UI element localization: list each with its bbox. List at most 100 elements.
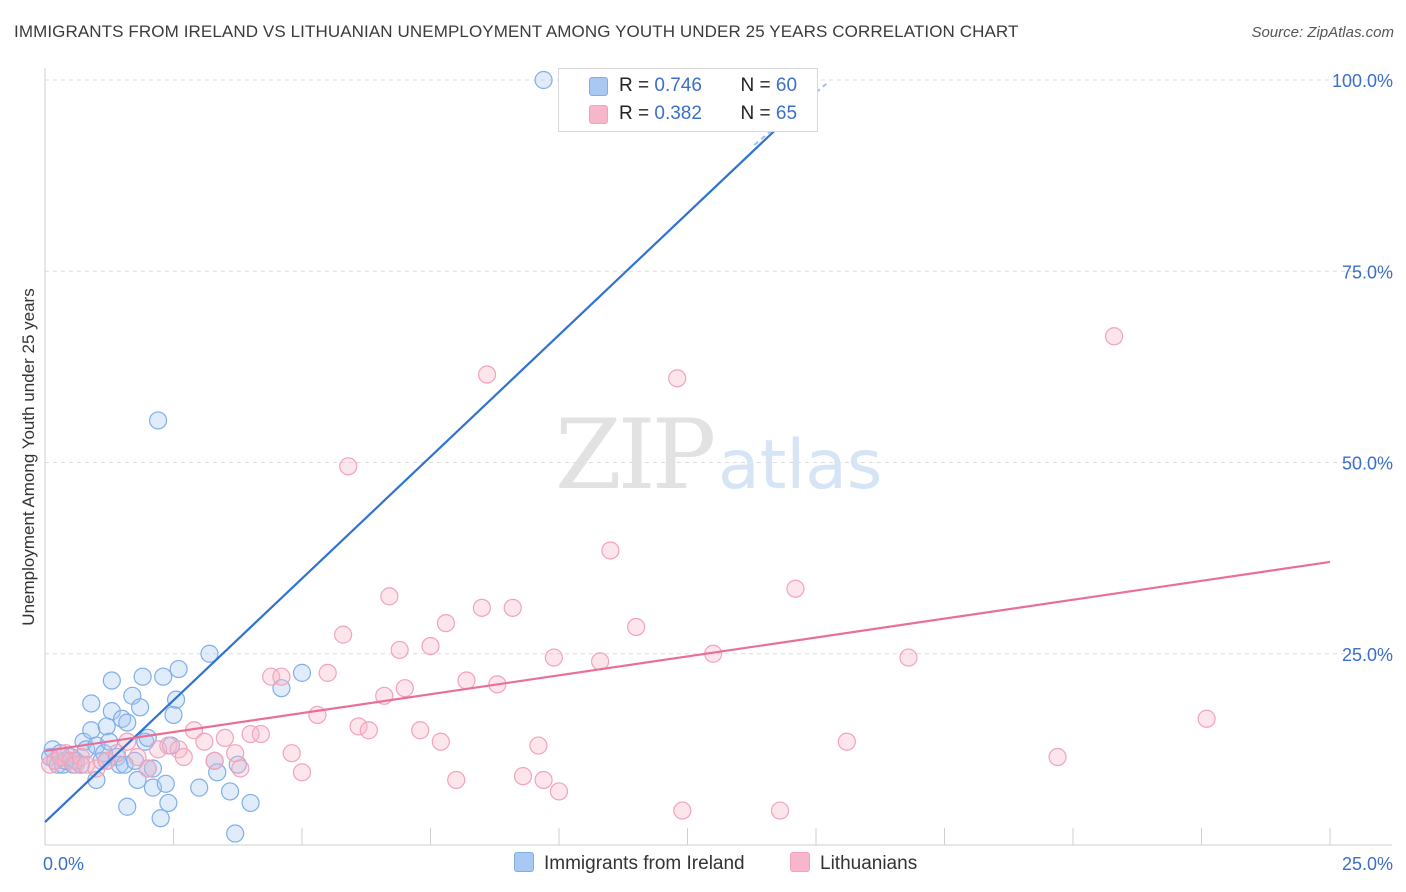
point-ireland <box>220 782 240 801</box>
point-ireland <box>118 797 137 816</box>
bottom-legend-label: Immigrants from Ireland <box>544 853 745 874</box>
point-lithuanians <box>251 724 270 744</box>
axes <box>44 68 1392 846</box>
point-lithuanians <box>226 744 245 763</box>
point-lithuanians <box>380 587 399 606</box>
point-lithuanians <box>97 751 116 770</box>
point-ireland <box>102 671 121 690</box>
axis-labels: 25.0% 50.0% 75.0% 100.0% 0.0% 25.0% Unemployme… <box>19 71 1393 874</box>
y-tick-label: 50.0% <box>1342 454 1393 474</box>
trend-line-lithuanians <box>44 560 1331 752</box>
point-lithuanians <box>899 648 918 667</box>
point-ireland <box>166 690 186 709</box>
point-ireland <box>164 705 183 725</box>
point-lithuanians <box>282 744 301 763</box>
legend-n-label: N = <box>740 75 771 96</box>
legend-r-value: 0.746 <box>654 75 702 96</box>
point-ireland <box>226 824 245 843</box>
bottom-legend-swatch-lithuanians <box>790 852 810 872</box>
point-lithuanians <box>421 636 440 656</box>
source-label: Source: ZipAtlas.com <box>1251 24 1394 41</box>
legend-r-label: R = <box>619 103 650 124</box>
point-ireland <box>143 759 163 778</box>
watermark-zip: ZIP <box>555 399 714 511</box>
point-lithuanians <box>472 598 491 617</box>
point-ireland <box>82 721 101 740</box>
point-lithuanians <box>195 732 214 751</box>
point-lithuanians <box>77 755 96 774</box>
point-ireland <box>156 774 175 793</box>
point-ireland <box>102 702 121 721</box>
point-ireland <box>159 793 178 813</box>
legend-r-label: R = <box>619 75 650 96</box>
point-ireland <box>118 713 137 732</box>
point-lithuanians <box>159 736 178 755</box>
point-lithuanians <box>138 759 157 778</box>
legend-n-value: 65 <box>775 103 798 124</box>
y-tick-label: 100.0% <box>1332 71 1393 91</box>
point-lithuanians <box>241 724 260 744</box>
point-lithuanians <box>1105 327 1124 346</box>
point-ireland <box>82 694 101 713</box>
point-lithuanians <box>837 732 856 751</box>
point-ireland <box>200 644 219 663</box>
point-lithuanians <box>431 732 450 751</box>
point-lithuanians <box>411 721 430 740</box>
point-ireland <box>208 763 227 782</box>
point-ireland <box>133 667 152 686</box>
point-ireland <box>534 70 553 90</box>
point-lithuanians <box>601 541 620 560</box>
point-ireland <box>130 698 150 717</box>
legend-n-value: 60 <box>775 75 798 96</box>
y-tick-label: 25.0% <box>1342 645 1393 665</box>
point-ireland <box>190 778 209 797</box>
legend-r-value: 0.382 <box>654 103 702 124</box>
point-lithuanians <box>529 736 548 755</box>
point-lithuanians <box>292 763 312 782</box>
point-lithuanians <box>334 625 353 644</box>
legend-n-label: N = <box>740 103 771 124</box>
x-tick-label: 25.0% <box>1342 854 1393 874</box>
point-lithuanians <box>457 671 476 690</box>
point-lithuanians <box>549 782 569 801</box>
watermark-atlas: atlas <box>718 426 882 505</box>
trend-line-ireland <box>44 90 817 823</box>
gridlines <box>45 79 1392 655</box>
point-lithuanians <box>395 679 414 698</box>
point-lithuanians <box>477 365 497 384</box>
bottom-legend-lithuanians: Lithuanians <box>790 852 917 875</box>
point-lithuanians <box>544 648 563 667</box>
point-ireland <box>128 770 147 790</box>
point-lithuanians <box>1048 747 1067 767</box>
y-tick-label: 75.0% <box>1342 262 1393 282</box>
point-ireland <box>154 667 173 686</box>
point-lithuanians <box>668 369 687 388</box>
point-lithuanians <box>513 767 533 786</box>
point-lithuanians <box>534 770 553 790</box>
point-lithuanians <box>770 801 790 820</box>
point-lithuanians <box>673 801 692 820</box>
data-points <box>41 70 1216 843</box>
point-ireland <box>292 663 312 682</box>
legend-swatch-ireland <box>589 77 608 96</box>
point-lithuanians <box>262 667 281 686</box>
point-lithuanians <box>215 728 234 748</box>
point-lithuanians <box>174 747 193 767</box>
x-tick-label: 0.0% <box>43 854 84 874</box>
bottom-legend-swatch-ireland <box>514 852 534 872</box>
point-lithuanians <box>436 614 456 633</box>
point-lithuanians <box>148 740 168 759</box>
point-lithuanians <box>87 759 106 778</box>
bottom-legend-ireland: Immigrants from Ireland <box>514 852 745 875</box>
point-lithuanians <box>349 717 368 736</box>
point-lithuanians <box>1197 709 1216 728</box>
point-ireland <box>97 717 116 736</box>
point-lithuanians <box>447 770 466 790</box>
point-ireland <box>241 793 260 813</box>
legend-row-ireland: R = 0.746 N = 60 <box>619 75 797 97</box>
watermark: ZIP atlas <box>555 399 882 511</box>
point-lithuanians <box>205 751 224 770</box>
y-axis-title: Unemployment Among Youth under 25 years <box>19 288 38 625</box>
legend-swatch-lithuanians <box>589 105 608 124</box>
